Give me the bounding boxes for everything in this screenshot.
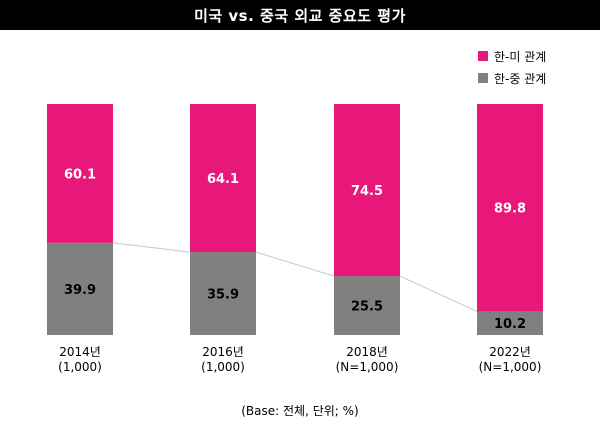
data-label: 89.8 — [494, 202, 526, 217]
x-tick-base: (N=1,000) — [335, 360, 399, 374]
x-tick-label-2014: 2014년 (1,000) — [20, 345, 140, 375]
x-tick-year: 2022년 — [489, 345, 531, 359]
bar-us-relation — [47, 104, 113, 243]
legend-swatch-us — [478, 51, 488, 61]
connector-line — [399, 275, 478, 312]
data-label: 39.9 — [64, 283, 96, 298]
x-tick-label-2022: 2022년 (N=1,000) — [450, 345, 570, 375]
x-tick-label-2018: 2018년 (N=1,000) — [307, 345, 427, 375]
x-tick-base: (1,000) — [201, 360, 245, 374]
bar-china-relation — [477, 311, 543, 335]
legend-swatch-china — [478, 73, 488, 83]
data-label: 74.5 — [351, 184, 383, 199]
bar-us-relation — [477, 104, 543, 312]
connector-line — [112, 242, 191, 253]
chart-title: 미국 vs. 중국 외교 중요도 평가 — [0, 0, 600, 30]
x-tick-year: 2018년 — [346, 345, 388, 359]
chart-legend: 한-미 관계 한-중 관계 — [478, 45, 546, 89]
bar-us-relation — [190, 104, 256, 253]
chart-title-text: 미국 vs. 중국 외교 중요도 평가 — [194, 6, 406, 25]
data-label: 35.9 — [207, 288, 239, 303]
footnote: (Base: 전체, 단위; %) — [241, 404, 359, 418]
data-label: 60.1 — [64, 167, 96, 182]
x-tick-year: 2014년 — [59, 345, 101, 359]
legend-label-china: 한-중 관계 — [494, 71, 547, 86]
bar-china-relation — [190, 252, 256, 335]
x-tick-base: (1,000) — [58, 360, 102, 374]
legend-item-us: 한-미 관계 — [478, 45, 546, 67]
bar-china-relation — [47, 242, 113, 335]
connector-line — [255, 251, 335, 277]
data-label: 10.2 — [494, 317, 526, 332]
bar-china-relation — [334, 276, 400, 335]
legend-item-china: 한-중 관계 — [478, 67, 546, 89]
x-tick-year: 2016년 — [202, 345, 244, 359]
legend-label-us: 한-미 관계 — [494, 49, 547, 64]
bar-us-relation — [334, 104, 400, 277]
x-tick-label-2016: 2016년 (1,000) — [163, 345, 283, 375]
x-tick-base: (N=1,000) — [478, 360, 542, 374]
data-label: 25.5 — [351, 300, 383, 315]
data-label: 64.1 — [207, 172, 239, 187]
